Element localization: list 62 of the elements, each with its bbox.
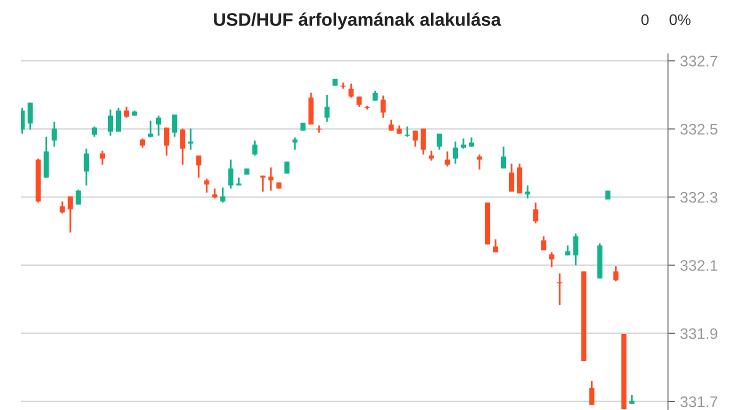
text: 0% bbox=[670, 14, 690, 26]
candlestick bbox=[476, 154, 482, 170]
candlestick bbox=[460, 138, 466, 150]
candlestick bbox=[100, 150, 105, 166]
candlestick bbox=[196, 154, 202, 178]
candlestick bbox=[164, 126, 170, 156]
candlestick bbox=[76, 188, 81, 206]
candlestick bbox=[565, 244, 570, 256]
candlestick bbox=[509, 162, 514, 192]
candlestick bbox=[380, 94, 386, 119]
candlestick bbox=[188, 128, 194, 151]
candlestick bbox=[452, 140, 458, 165]
candlestick bbox=[92, 126, 97, 138]
candlestick bbox=[573, 232, 578, 266]
candlestick bbox=[68, 196, 73, 234]
candlestick bbox=[292, 136, 298, 151]
candlestick bbox=[428, 150, 434, 162]
candlestick bbox=[541, 235, 546, 252]
candlestick bbox=[613, 265, 618, 282]
candlestick bbox=[156, 114, 162, 137]
candlestick bbox=[533, 202, 538, 224]
candlestick bbox=[260, 174, 266, 192]
candlestick bbox=[525, 184, 530, 200]
candlestick bbox=[356, 96, 362, 108]
candlestick bbox=[228, 158, 234, 190]
candlestick bbox=[84, 148, 89, 186]
candlestick bbox=[172, 114, 178, 138]
candlestick bbox=[60, 200, 65, 214]
candlestick bbox=[204, 178, 210, 194]
y-tick-label: 331.9 bbox=[680, 328, 718, 340]
candlestick bbox=[212, 188, 218, 200]
candlestick bbox=[316, 124, 322, 134]
y-tick-label: 332.7 bbox=[680, 56, 718, 66]
candlestick bbox=[420, 128, 426, 156]
candlestick bbox=[108, 108, 114, 137]
candlestick bbox=[268, 166, 274, 192]
candlestick bbox=[52, 120, 57, 148]
y-tick-label: 332.1 bbox=[680, 260, 718, 271]
candlestick bbox=[148, 120, 154, 138]
candlestick bbox=[444, 150, 450, 168]
candlestick bbox=[404, 126, 410, 138]
candlestick bbox=[252, 140, 258, 156]
candlestick bbox=[116, 106, 122, 133]
candlestick bbox=[124, 106, 130, 119]
candlestick bbox=[412, 130, 418, 148]
candlestick bbox=[348, 82, 354, 98]
text: 0 bbox=[641, 14, 649, 26]
y-tick-label: 331.7 bbox=[680, 396, 718, 408]
candlestick bbox=[557, 272, 562, 306]
candlestick bbox=[589, 380, 594, 406]
candlestick bbox=[324, 94, 330, 123]
candlestick bbox=[436, 132, 442, 151]
candlestick bbox=[28, 102, 33, 130]
candlestick bbox=[492, 238, 498, 254]
y-tick-label: 332.5 bbox=[680, 124, 718, 135]
candlestick bbox=[549, 251, 554, 268]
candlestick bbox=[180, 128, 186, 166]
candlestick bbox=[140, 138, 146, 149]
candlestick bbox=[220, 186, 226, 204]
chart-title: USD/HUF árfolyamának alakulása bbox=[214, 12, 502, 30]
candlestick bbox=[500, 146, 506, 170]
y-tick-label: 332.3 bbox=[680, 192, 718, 203]
